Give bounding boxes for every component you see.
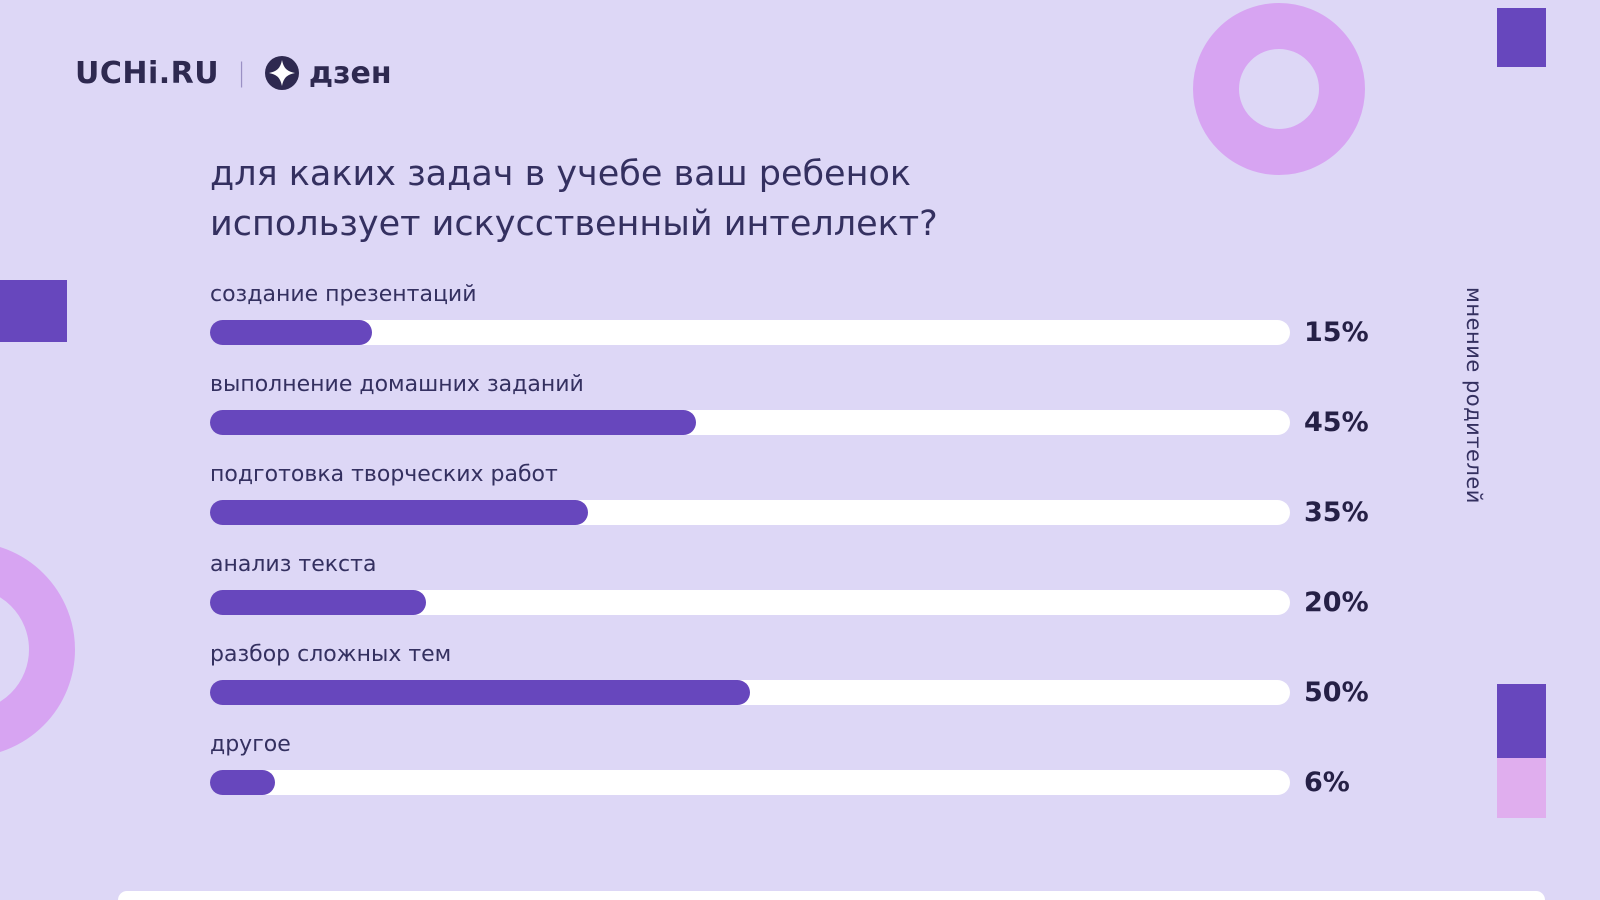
page-title-line2: использует искусственный интеллект? [210,203,938,244]
bar-track [210,410,1290,435]
chart-row: подготовка творческих работ 35% [210,462,1380,528]
bar-label: подготовка творческих работ [210,462,558,487]
bar-fill [210,500,588,525]
chart-rows: создание презентаций 15% выполнение домашн… [210,282,1380,822]
bar-value: 6% [1304,767,1350,798]
page-title-line1: для каких задач в учебе ваш ребенок [210,154,912,194]
bar-line: 15% [210,317,1380,348]
bar-fill [210,770,275,795]
bar-track [210,500,1290,525]
bottom-strip-decoration [118,891,1545,900]
donut-decoration-bottom-left [0,542,75,757]
bar-line: 35% [210,497,1380,528]
header: UCHi.RU | дзен [75,55,392,91]
bar-fill [210,410,696,435]
bar-value: 45% [1304,407,1369,438]
page-title: для каких задач в учебе ваш ребенок испо… [210,150,938,249]
bar-fill [210,320,372,345]
bar-track [210,320,1290,345]
side-label: мнение родителей [1462,287,1486,504]
bar-line: 20% [210,587,1380,618]
chart-row: создание презентаций 15% [210,282,1380,348]
zen-star-icon [264,56,299,90]
bar-label: анализ текста [210,552,377,577]
bar-value: 35% [1304,497,1369,528]
square-decoration-bottom-right-pink [1497,758,1546,818]
bar-line: 45% [210,407,1380,438]
bar-track [210,590,1290,615]
bar-value: 15% [1304,317,1369,348]
bar-value: 50% [1304,677,1369,708]
bar-fill [210,590,426,615]
chart-row: анализ текста 20% [210,552,1380,618]
bar-fill [210,680,750,705]
uchi-ru-logo: UCHi.RU [75,55,220,91]
brand-separator: | [237,58,246,88]
bar-line: 50% [210,677,1380,708]
bar-label: другое [210,732,291,757]
chart-row: другое 6% [210,732,1380,798]
square-decoration-top-right [1497,8,1546,67]
bar-track [210,680,1290,705]
square-decoration-left [0,280,67,342]
square-decoration-bottom-right-dark [1497,684,1546,758]
bar-value: 20% [1304,587,1369,618]
bar-label: создание презентаций [210,282,477,307]
bar-track [210,770,1290,795]
zen-logo-label: дзен [308,55,392,91]
bar-label: разбор сложных тем [210,642,452,667]
chart-row: разбор сложных тем 50% [210,642,1380,708]
donut-decoration-top-right [1193,3,1365,175]
chart-row: выполнение домашних заданий 45% [210,372,1380,438]
bar-line: 6% [210,767,1380,798]
bar-label: выполнение домашних заданий [210,372,584,397]
zen-logo: дзен [264,55,392,91]
